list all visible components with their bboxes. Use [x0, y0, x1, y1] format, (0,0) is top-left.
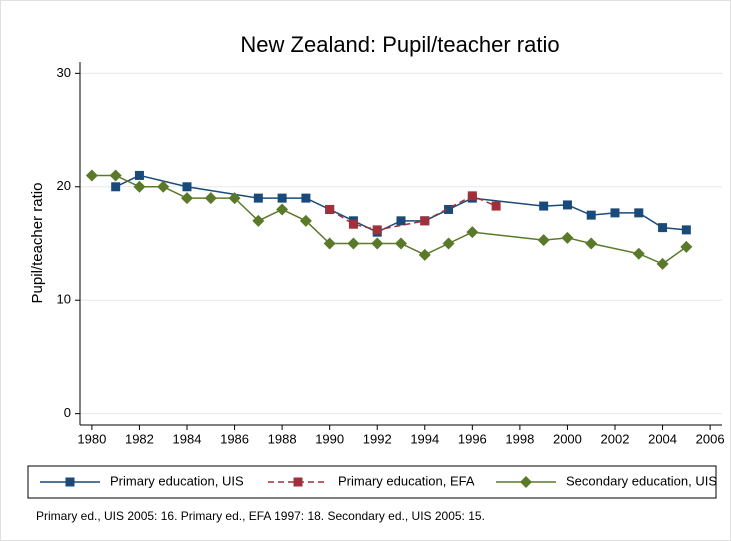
x-tick-label: 1982: [125, 431, 154, 446]
marker: [348, 219, 358, 229]
legend-marker: [65, 477, 75, 487]
x-tick-label: 2004: [648, 431, 677, 446]
marker: [371, 237, 384, 250]
y-tick-label: 0: [64, 405, 71, 420]
legend-marker: [293, 477, 303, 487]
marker: [85, 169, 98, 182]
marker: [276, 203, 289, 216]
y-tick-label: 10: [57, 292, 71, 307]
marker: [537, 234, 550, 247]
marker: [252, 214, 265, 227]
x-tick-label: 2006: [696, 431, 725, 446]
marker: [656, 257, 669, 270]
marker: [466, 226, 479, 239]
marker: [325, 204, 335, 214]
x-tick-label: 1986: [220, 431, 249, 446]
marker: [134, 170, 144, 180]
x-tick-label: 1992: [363, 431, 392, 446]
marker: [467, 191, 477, 201]
marker: [253, 193, 263, 203]
x-tick-label: 1990: [315, 431, 344, 446]
marker: [610, 208, 620, 218]
marker: [157, 180, 170, 193]
marker: [491, 201, 501, 211]
marker: [204, 192, 217, 205]
marker: [111, 182, 121, 192]
marker: [301, 193, 311, 203]
marker: [442, 237, 455, 250]
marker: [181, 192, 193, 205]
marker: [658, 223, 668, 233]
marker: [228, 192, 241, 205]
marker: [372, 225, 382, 235]
marker: [585, 237, 598, 250]
note: Primary ed., UIS 2005: 16. Primary ed., …: [36, 509, 485, 523]
marker: [395, 237, 407, 250]
marker: [347, 237, 360, 250]
marker: [182, 182, 192, 192]
marker: [680, 240, 693, 253]
y-axis-label: Pupil/teacher ratio: [29, 183, 46, 304]
y-tick-label: 30: [57, 65, 71, 80]
x-tick-label: 2002: [601, 431, 630, 446]
legend-marker: [520, 476, 532, 488]
marker: [323, 237, 336, 250]
legend-label: Secondary education, UIS: [566, 473, 717, 488]
marker: [277, 193, 287, 203]
marker: [681, 225, 691, 235]
chart-title: New Zealand: Pupil/teacher ratio: [240, 32, 559, 57]
marker: [539, 201, 549, 211]
x-tick-label: 1996: [458, 431, 487, 446]
marker: [133, 180, 146, 193]
x-tick-label: 2000: [553, 431, 582, 446]
marker: [109, 169, 122, 182]
x-tick-label: 1988: [268, 431, 297, 446]
marker: [299, 214, 312, 227]
x-tick-label: 1998: [505, 431, 534, 446]
marker: [444, 204, 454, 214]
x-tick-label: 1994: [410, 431, 439, 446]
marker: [632, 247, 645, 260]
marker: [418, 248, 431, 261]
x-tick-label: 1980: [77, 431, 106, 446]
marker: [586, 210, 596, 220]
marker: [561, 231, 574, 244]
legend-label: Primary education, UIS: [110, 473, 244, 488]
x-tick-label: 1984: [173, 431, 202, 446]
marker: [634, 208, 644, 218]
legend-box: [27, 465, 717, 499]
marker: [396, 216, 406, 226]
marker: [420, 216, 430, 226]
marker: [562, 200, 572, 210]
y-tick-label: 20: [57, 178, 71, 193]
legend-label: Primary education, EFA: [338, 473, 475, 488]
